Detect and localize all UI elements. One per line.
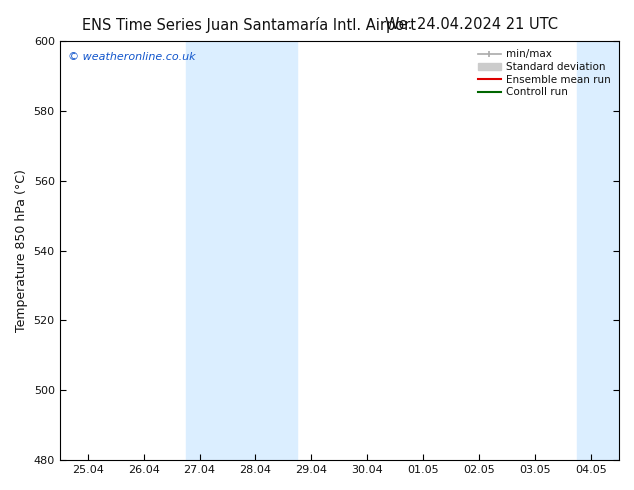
Bar [186,41,297,460]
Legend: min/max, Standard deviation, Ensemble mean run, Controll run: min/max, Standard deviation, Ensemble me… [475,46,614,100]
Y-axis label: Temperature 850 hPa (°C): Temperature 850 hPa (°C) [15,169,28,332]
Text: We. 24.04.2024 21 UTC: We. 24.04.2024 21 UTC [385,17,558,32]
Text: ENS Time Series Juan Santamaría Intl. Airport: ENS Time Series Juan Santamaría Intl. Ai… [82,17,417,33]
Text: © weatheronline.co.uk: © weatheronline.co.uk [68,51,196,62]
Bar [577,41,633,460]
